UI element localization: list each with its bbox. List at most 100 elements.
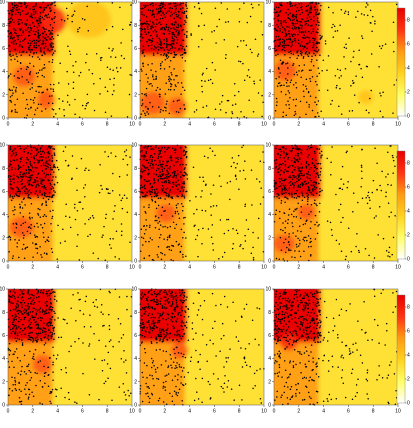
- point-mark: [301, 354, 303, 356]
- point-mark: [160, 68, 162, 70]
- point-mark: [15, 33, 17, 35]
- point-mark: [32, 56, 34, 58]
- point-mark: [246, 304, 248, 306]
- point-mark: [165, 308, 167, 310]
- point-mark: [244, 235, 246, 237]
- point-mark: [165, 182, 167, 184]
- point-mark: [39, 402, 41, 404]
- point-mark: [286, 35, 288, 37]
- point-mark: [165, 334, 167, 336]
- point-mark: [38, 296, 40, 298]
- point-mark: [304, 340, 306, 342]
- point-mark: [66, 71, 68, 73]
- point-mark: [198, 46, 200, 48]
- point-mark: [219, 19, 221, 21]
- point-mark: [285, 78, 287, 80]
- point-mark: [319, 211, 321, 213]
- point-mark: [17, 338, 19, 340]
- point-mark: [182, 2, 184, 4]
- point-mark: [19, 41, 21, 43]
- point-mark: [10, 96, 12, 98]
- point-mark: [328, 55, 330, 57]
- point-mark: [175, 86, 177, 88]
- point-mark: [298, 27, 300, 29]
- point-mark: [42, 33, 44, 35]
- point-mark: [41, 204, 43, 206]
- point-mark: [308, 20, 310, 22]
- point-mark: [174, 29, 176, 31]
- point-mark: [371, 30, 373, 32]
- point-mark: [20, 319, 22, 321]
- point-mark: [368, 255, 370, 257]
- point-mark: [20, 68, 22, 70]
- point-mark: [13, 28, 15, 30]
- point-mark: [165, 177, 167, 179]
- point-mark: [164, 386, 166, 388]
- point-mark: [93, 252, 95, 254]
- point-mark: [303, 306, 305, 308]
- point-mark: [12, 7, 14, 9]
- point-mark: [295, 330, 297, 332]
- point-mark: [141, 70, 143, 72]
- point-mark: [9, 300, 11, 302]
- point-mark: [52, 103, 54, 105]
- point-mark: [39, 70, 41, 72]
- point-mark: [295, 155, 297, 157]
- point-mark: [312, 47, 314, 49]
- point-mark: [378, 342, 380, 344]
- point-mark: [295, 209, 297, 211]
- point-mark: [176, 29, 178, 31]
- point-mark: [150, 300, 152, 302]
- point-mark: [49, 293, 51, 295]
- point-mark: [21, 22, 23, 24]
- point-mark: [302, 195, 304, 197]
- point-mark: [294, 114, 296, 116]
- point-mark: [299, 226, 301, 228]
- point-mark: [300, 101, 302, 103]
- point-mark: [17, 306, 19, 308]
- point-mark: [212, 62, 214, 64]
- point-mark: [160, 44, 162, 46]
- point-mark: [169, 301, 171, 303]
- point-mark: [158, 150, 160, 152]
- point-mark: [20, 19, 22, 21]
- point-mark: [168, 160, 170, 162]
- point-mark: [149, 326, 151, 328]
- point-mark: [48, 151, 50, 153]
- point-mark: [11, 95, 13, 97]
- point-mark: [170, 293, 172, 295]
- point-mark: [289, 362, 291, 364]
- point-mark: [367, 369, 369, 371]
- point-mark: [283, 44, 285, 46]
- point-mark: [186, 321, 188, 323]
- point-mark: [212, 82, 214, 84]
- point-mark: [14, 296, 16, 298]
- point-mark: [37, 56, 39, 58]
- point-mark: [389, 364, 391, 366]
- point-mark: [254, 385, 256, 387]
- point-mark: [40, 16, 42, 18]
- point-mark: [27, 305, 29, 307]
- point-mark: [285, 155, 287, 157]
- point-mark: [116, 231, 118, 233]
- point-mark: [313, 50, 315, 52]
- point-mark: [367, 380, 369, 382]
- point-mark: [337, 30, 339, 32]
- point-mark: [148, 9, 150, 11]
- point-mark: [169, 249, 171, 251]
- point-mark: [282, 180, 284, 182]
- point-mark: [306, 47, 308, 49]
- point-mark: [323, 337, 325, 339]
- point-mark: [176, 54, 178, 56]
- point-mark: [283, 157, 285, 159]
- point-mark: [309, 303, 311, 305]
- point-mark: [165, 303, 167, 305]
- point-mark: [348, 37, 350, 39]
- point-mark: [202, 176, 204, 178]
- point-mark: [279, 41, 281, 43]
- point-mark: [144, 179, 146, 181]
- point-mark: [12, 315, 14, 317]
- point-mark: [151, 367, 153, 369]
- point-mark: [254, 373, 256, 375]
- point-mark: [289, 208, 291, 210]
